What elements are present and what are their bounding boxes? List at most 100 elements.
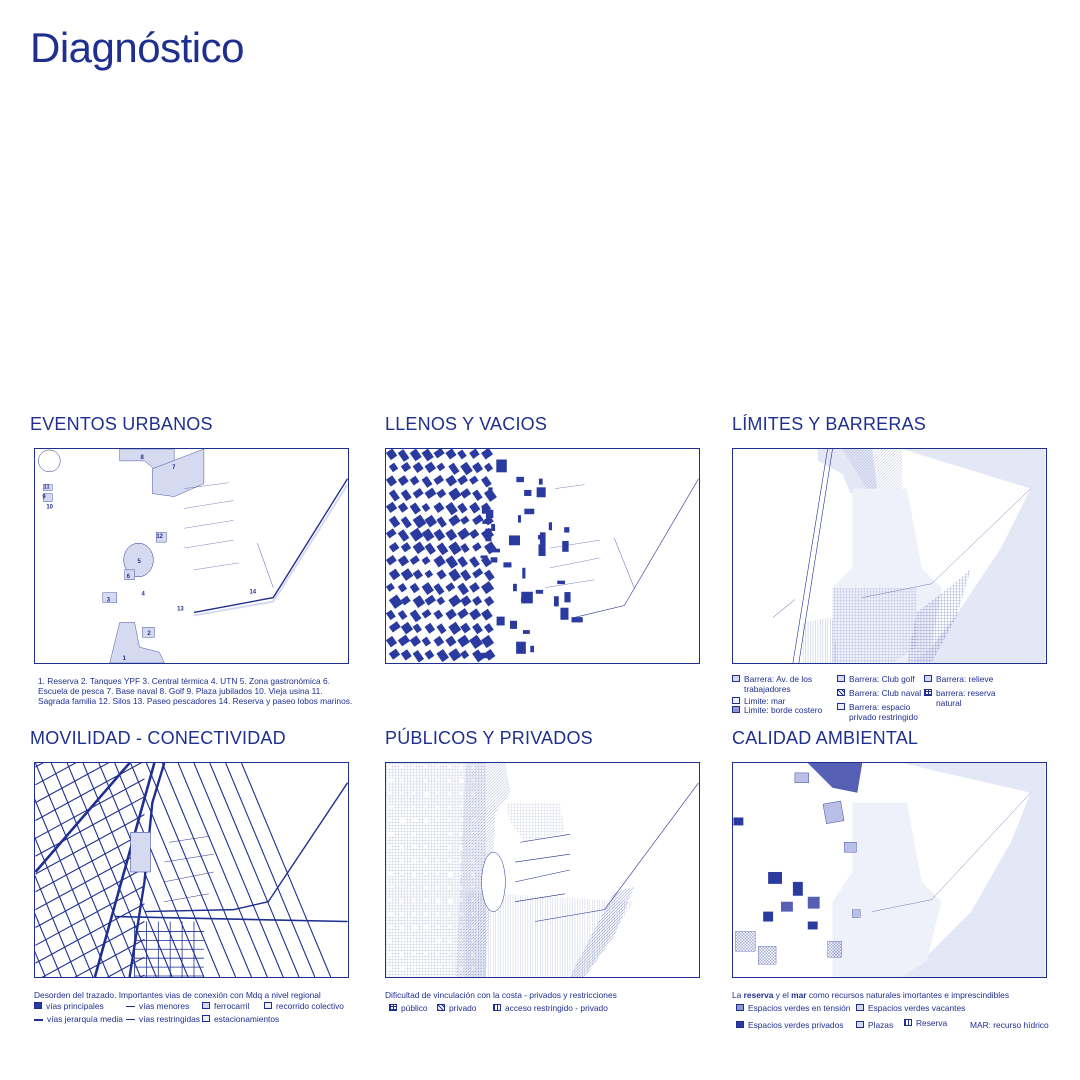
building-block (421, 503, 431, 512)
block-gap (435, 871, 439, 876)
event-label-6: 6 (127, 574, 131, 580)
street-line (74, 938, 145, 977)
building-block (513, 583, 517, 592)
event-label-9: 9 (42, 495, 46, 501)
building-block (520, 597, 531, 602)
building-block (412, 595, 426, 608)
movilidad-map-drawing (35, 763, 348, 977)
building-block (421, 636, 432, 647)
building-block (424, 622, 436, 634)
swatch (837, 675, 845, 682)
building-block (460, 650, 470, 660)
legend-item: Barrera: Club naval (837, 688, 925, 698)
building-block (472, 568, 484, 579)
building-block (388, 621, 401, 633)
building-block (457, 556, 468, 568)
block-gap (400, 831, 404, 835)
block-gap (435, 805, 439, 809)
building-block (445, 555, 459, 569)
block-gap (435, 898, 441, 904)
block-gap (447, 885, 450, 890)
block-gap (400, 938, 406, 942)
block-gap (388, 818, 392, 822)
block-gap (424, 898, 429, 903)
building-block (412, 569, 423, 580)
building-block (397, 555, 410, 567)
block-gap (424, 818, 429, 824)
building-block (472, 649, 485, 663)
block-gap (424, 831, 429, 835)
caption-publicos: Dificultad de vinculación con la costa -… (385, 990, 617, 1000)
building-block (421, 528, 435, 542)
building-block (400, 568, 414, 581)
block-gap (459, 805, 464, 808)
building-block (460, 595, 472, 607)
building-block (397, 502, 409, 513)
block-gap (435, 764, 439, 768)
event-label-12: 12 (156, 534, 163, 540)
building-block (412, 541, 426, 555)
building-block (448, 648, 462, 662)
building-block (386, 635, 398, 648)
event-label-8: 8 (140, 455, 144, 461)
swatch (34, 1002, 42, 1009)
block-gap (435, 831, 440, 835)
building-block (488, 487, 493, 494)
block-gap (435, 885, 439, 889)
building-block (518, 515, 521, 523)
legend-item: Espacios verdes en tensión (736, 1003, 850, 1013)
building-block (535, 589, 544, 594)
block-gap (447, 858, 452, 863)
panel-title-calidad: CALIDAD AMBIENTAL (732, 728, 919, 748)
legend-item: Barrera: Club golf (837, 674, 925, 684)
block-gap (388, 925, 393, 929)
swatch (732, 697, 740, 704)
building-block (472, 462, 484, 474)
swatch (389, 1004, 397, 1011)
legend-item: Limite: mar (732, 696, 832, 706)
block-gap (424, 912, 428, 916)
building-block (483, 488, 497, 502)
street-line (50, 763, 141, 977)
building-block (445, 502, 458, 516)
building-block (436, 542, 449, 556)
building-block (481, 476, 492, 488)
event-label-5: 5 (138, 559, 142, 565)
building-block (433, 449, 445, 459)
block-gap (435, 952, 439, 956)
building-block (386, 555, 397, 566)
building-block (483, 462, 494, 473)
eventos-map-drawing: 8 7 11 9 10 12 5 6 3 4 13 14 2 1 (38, 449, 348, 663)
building-block (483, 595, 495, 607)
street-line (114, 763, 205, 977)
street-line (35, 763, 110, 804)
building-block (480, 652, 490, 659)
street-line (35, 814, 145, 875)
building-block (562, 540, 569, 552)
building-block (491, 523, 496, 531)
street-line (35, 763, 77, 786)
building-block (397, 475, 409, 486)
block-gap (388, 965, 392, 970)
building-block (481, 608, 493, 621)
building-block (472, 489, 483, 501)
swatch (924, 675, 932, 682)
building-block (400, 516, 412, 529)
block-gap (388, 885, 393, 888)
block-gap (412, 925, 417, 930)
building-block (524, 489, 532, 496)
building-block (412, 514, 427, 529)
building-block (460, 488, 472, 499)
block-gap (459, 778, 464, 783)
event-label-2: 2 (147, 631, 151, 637)
map-llenos-vacios (385, 448, 700, 664)
building-block (496, 616, 505, 626)
block-gap (412, 938, 415, 942)
building-block (539, 532, 546, 545)
line-swatch (126, 1019, 135, 1020)
building-block (472, 622, 483, 635)
block-gap (412, 778, 416, 781)
block-gap (447, 764, 452, 769)
building-block (469, 634, 483, 649)
building-block (397, 529, 410, 542)
